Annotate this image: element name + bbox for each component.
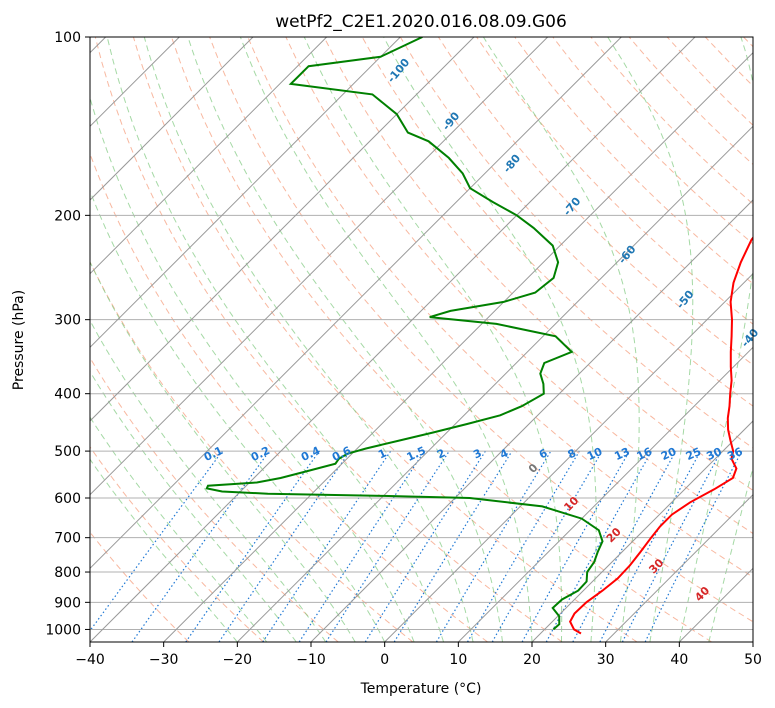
y-tick-label: 1000	[45, 622, 81, 638]
y-tick-label: 500	[54, 444, 81, 460]
moist-adiabat	[90, 260, 356, 642]
moist-adiabat	[708, 466, 753, 642]
moist-adiabat	[90, 189, 386, 642]
moist-adiabat	[90, 416, 268, 642]
y-tick-label: 400	[54, 387, 81, 403]
isobar-grid	[90, 37, 753, 630]
mixing-ratio-label: 13	[612, 445, 631, 463]
isotherm	[90, 37, 401, 349]
x-tick-label: 10	[449, 652, 467, 668]
x-tick-label: −40	[75, 652, 105, 668]
moist-adiabat	[482, 37, 640, 642]
isotherm	[310, 199, 753, 642]
moist-adiabat	[607, 37, 694, 642]
x-tick-label: 20	[523, 652, 541, 668]
moist-adiabat	[239, 37, 533, 642]
mixing-ratio-label: 36	[725, 445, 745, 463]
moist-adiabat	[678, 37, 753, 642]
isotherm	[90, 37, 328, 275]
dry-adiabat	[209, 37, 753, 623]
mixing-ratio-line	[262, 450, 392, 642]
x-tick-label: 40	[670, 652, 688, 668]
temperature-profile	[568, 236, 753, 635]
mixing-ratio-line	[298, 450, 425, 642]
x-tick-label: 30	[597, 652, 615, 668]
x-tick-label: −10	[296, 652, 326, 668]
y-tick-label: 100	[54, 30, 81, 46]
isotherm	[90, 37, 622, 570]
dry-adiabat	[132, 37, 638, 642]
dewpoint-profile	[205, 37, 604, 631]
moist-adiabat	[90, 370, 297, 642]
mixing-ratio-label: 20	[659, 445, 679, 463]
x-tick-label: −30	[149, 652, 179, 668]
dry-adiabat	[171, 37, 712, 642]
moist-adiabat	[143, 37, 474, 642]
dry-adiabat	[323, 37, 753, 491]
mixing-ratio-line	[393, 450, 513, 642]
dry-adiabat	[94, 37, 563, 642]
y-axis-label: Pressure (hPa)	[11, 290, 27, 390]
moist-adiabat	[90, 458, 238, 642]
isotherm	[90, 37, 254, 201]
y-tick-label: 200	[54, 208, 81, 224]
dry-adiabat	[247, 37, 753, 578]
moist-adiabat	[383, 37, 597, 642]
isotherm	[605, 493, 753, 642]
dry-adiabat	[285, 37, 753, 535]
mixing-ratio-line	[521, 450, 631, 642]
mixing-ratio-label: 16	[635, 445, 655, 463]
isotherm	[90, 37, 549, 496]
mixing-ratio-line	[131, 450, 270, 642]
mixing-ratio-line	[90, 450, 223, 632]
moist-adiabat	[90, 319, 327, 642]
mixing-ratio-lines	[90, 450, 743, 642]
x-tick-label: −20	[223, 652, 253, 668]
isotherm	[531, 420, 753, 642]
x-tick-label: 50	[744, 652, 762, 668]
mixing-ratio-line	[218, 450, 351, 642]
isotherm	[236, 125, 753, 642]
y-tick-label: 300	[54, 313, 81, 329]
mixing-ratio-line	[644, 450, 743, 642]
plot-frame	[89, 36, 754, 643]
isotherm	[163, 51, 753, 642]
x-axis-ticks: −40 −30 −20 −10 0 10 20 30 40 50	[75, 642, 762, 668]
isotherm	[90, 37, 475, 422]
chart-title: wetPf2_C2E1.2020.016.08.09.G06	[275, 12, 567, 32]
y-tick-label: 800	[54, 565, 81, 581]
y-tick-label: 900	[54, 595, 81, 611]
x-axis-label: Temperature (°C)	[360, 681, 482, 697]
y-axis-ticks: 1000 900 800 700 600 500 400 300 200 100	[45, 30, 90, 638]
mixing-ratio-line	[545, 450, 653, 642]
dry-adiabat	[90, 356, 339, 642]
dry-adiabat	[90, 446, 264, 642]
isotherm	[457, 346, 753, 642]
mixing-ratio-line	[572, 450, 677, 642]
moist-adiabat	[187, 37, 503, 642]
mixing-ratio-label: 30	[704, 445, 724, 463]
mixing-ratio-label: 10	[585, 445, 605, 463]
x-tick-label: 0	[380, 652, 389, 668]
y-tick-label: 700	[54, 531, 81, 547]
dry-adiabat	[514, 37, 753, 285]
isotherm-grid	[90, 37, 753, 642]
y-tick-label: 600	[54, 491, 81, 507]
moist-adiabat	[106, 37, 445, 642]
mixing-ratio-line	[185, 450, 320, 642]
mixing-ratio-label: 25	[684, 445, 703, 463]
isotherm	[384, 272, 753, 642]
mixing-ratio-line	[325, 450, 450, 642]
dry-adiabat	[476, 37, 753, 325]
sounding-profiles	[205, 37, 753, 635]
isotherm	[90, 37, 696, 642]
